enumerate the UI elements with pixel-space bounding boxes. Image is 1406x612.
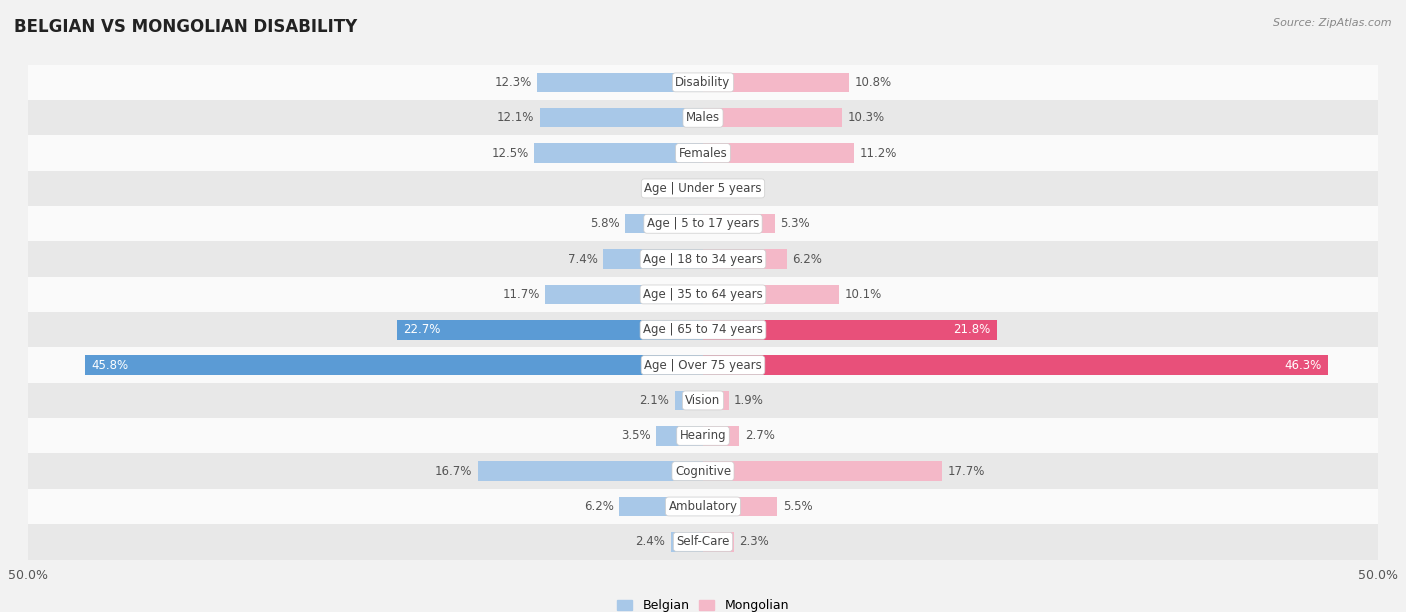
- Bar: [546, 285, 703, 304]
- Bar: [396, 320, 703, 340]
- Bar: [603, 250, 703, 269]
- Text: Source: ZipAtlas.com: Source: ZipAtlas.com: [1274, 18, 1392, 28]
- Bar: [28, 171, 1378, 206]
- Text: Age | 18 to 34 years: Age | 18 to 34 years: [643, 253, 763, 266]
- Text: 10.3%: 10.3%: [848, 111, 884, 124]
- Text: Age | 65 to 74 years: Age | 65 to 74 years: [643, 323, 763, 336]
- Text: 2.1%: 2.1%: [640, 394, 669, 407]
- Text: Disability: Disability: [675, 76, 731, 89]
- Text: Hearing: Hearing: [679, 429, 727, 442]
- Bar: [28, 206, 1378, 242]
- Text: Ambulatory: Ambulatory: [668, 500, 738, 513]
- Text: Self-Care: Self-Care: [676, 536, 730, 548]
- Bar: [685, 179, 703, 198]
- Legend: Belgian, Mongolian: Belgian, Mongolian: [612, 594, 794, 612]
- Bar: [28, 135, 1378, 171]
- Text: 1.4%: 1.4%: [648, 182, 679, 195]
- Bar: [703, 461, 942, 481]
- Text: 11.7%: 11.7%: [502, 288, 540, 301]
- Bar: [478, 461, 703, 481]
- Text: 6.2%: 6.2%: [583, 500, 614, 513]
- Bar: [28, 277, 1378, 312]
- Bar: [703, 143, 855, 163]
- Text: 2.4%: 2.4%: [636, 536, 665, 548]
- Text: 10.1%: 10.1%: [845, 288, 882, 301]
- Text: 2.7%: 2.7%: [745, 429, 775, 442]
- Bar: [540, 108, 703, 127]
- Bar: [28, 489, 1378, 524]
- Bar: [534, 143, 703, 163]
- Text: 7.4%: 7.4%: [568, 253, 598, 266]
- Text: Age | 5 to 17 years: Age | 5 to 17 years: [647, 217, 759, 230]
- Bar: [28, 100, 1378, 135]
- Text: 11.2%: 11.2%: [859, 147, 897, 160]
- Text: 1.1%: 1.1%: [723, 182, 754, 195]
- Text: 5.8%: 5.8%: [589, 217, 619, 230]
- Bar: [703, 497, 778, 516]
- Text: 3.5%: 3.5%: [620, 429, 651, 442]
- Bar: [28, 418, 1378, 453]
- Text: 5.3%: 5.3%: [780, 217, 810, 230]
- Bar: [624, 214, 703, 234]
- Bar: [619, 497, 703, 516]
- Bar: [537, 73, 703, 92]
- Text: Age | Under 5 years: Age | Under 5 years: [644, 182, 762, 195]
- Bar: [703, 426, 740, 446]
- Text: 10.8%: 10.8%: [855, 76, 891, 89]
- Bar: [28, 524, 1378, 559]
- Text: 12.3%: 12.3%: [495, 76, 531, 89]
- Bar: [703, 73, 849, 92]
- Bar: [28, 348, 1378, 382]
- Text: 1.9%: 1.9%: [734, 394, 763, 407]
- Bar: [703, 356, 1327, 375]
- Text: 12.1%: 12.1%: [496, 111, 534, 124]
- Text: 22.7%: 22.7%: [404, 323, 440, 336]
- Text: Females: Females: [679, 147, 727, 160]
- Text: 2.3%: 2.3%: [740, 536, 769, 548]
- Bar: [675, 390, 703, 410]
- Text: Cognitive: Cognitive: [675, 465, 731, 477]
- Bar: [703, 285, 839, 304]
- Bar: [703, 320, 997, 340]
- Text: Vision: Vision: [685, 394, 721, 407]
- Text: 6.2%: 6.2%: [792, 253, 823, 266]
- Bar: [28, 312, 1378, 348]
- Text: 17.7%: 17.7%: [948, 465, 984, 477]
- Text: 46.3%: 46.3%: [1284, 359, 1322, 371]
- Text: 45.8%: 45.8%: [91, 359, 129, 371]
- Bar: [703, 532, 734, 551]
- Text: BELGIAN VS MONGOLIAN DISABILITY: BELGIAN VS MONGOLIAN DISABILITY: [14, 18, 357, 36]
- Bar: [703, 250, 787, 269]
- Bar: [28, 242, 1378, 277]
- Bar: [671, 532, 703, 551]
- Text: Males: Males: [686, 111, 720, 124]
- Bar: [28, 382, 1378, 418]
- Text: Age | 35 to 64 years: Age | 35 to 64 years: [643, 288, 763, 301]
- Bar: [703, 214, 775, 234]
- Bar: [84, 356, 703, 375]
- Bar: [28, 65, 1378, 100]
- Bar: [703, 179, 718, 198]
- Bar: [703, 390, 728, 410]
- Text: Age | Over 75 years: Age | Over 75 years: [644, 359, 762, 371]
- Text: 12.5%: 12.5%: [492, 147, 529, 160]
- Bar: [655, 426, 703, 446]
- Bar: [28, 453, 1378, 489]
- Text: 16.7%: 16.7%: [434, 465, 472, 477]
- Text: 21.8%: 21.8%: [953, 323, 990, 336]
- Bar: [703, 108, 842, 127]
- Text: 5.5%: 5.5%: [783, 500, 813, 513]
